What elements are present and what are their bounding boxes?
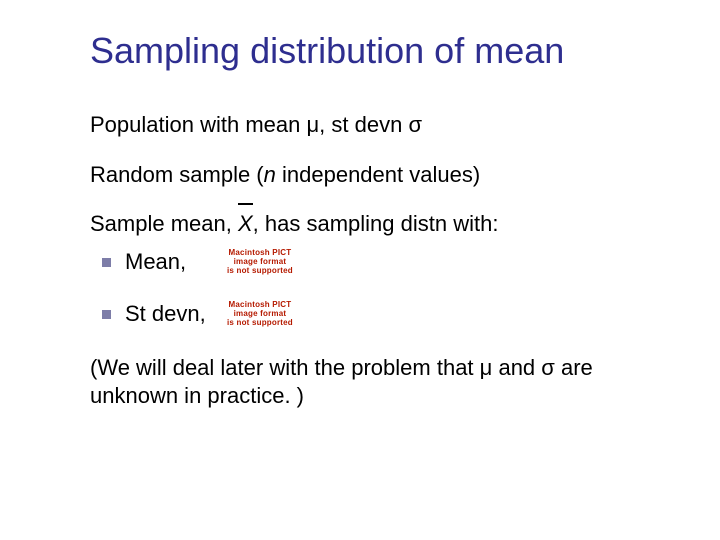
text-fragment: Sample mean,: [90, 211, 238, 236]
placeholder-line: image format: [234, 309, 287, 318]
line-population: Population with mean μ, st devn σ: [90, 110, 680, 140]
symbol-x: X: [238, 211, 253, 236]
pict-placeholder: Macintosh PICT image format is not suppo…: [227, 301, 293, 327]
slide: Sampling distribution of mean Population…: [0, 0, 720, 540]
square-bullet-icon: [102, 310, 111, 319]
pict-placeholder: Macintosh PICT image format is not suppo…: [227, 249, 293, 275]
text-fragment: (We will deal later with the problem tha…: [90, 355, 480, 380]
symbol-xbar: X: [238, 209, 253, 239]
placeholder-line: Macintosh PICT: [229, 248, 292, 257]
bullet-list: Mean, Macintosh PICT image format is not…: [102, 249, 680, 328]
symbol-mu: μ: [306, 112, 319, 137]
text-fragment: independent values): [276, 162, 480, 187]
bullet-label: St devn,: [125, 301, 207, 327]
symbol-sigma: σ: [408, 112, 422, 137]
footer-note: (We will deal later with the problem tha…: [90, 354, 680, 411]
placeholder-line: Macintosh PICT: [229, 300, 292, 309]
overbar: [238, 203, 253, 205]
text-fragment: Population with mean: [90, 112, 306, 137]
placeholder-line: is not supported: [227, 266, 293, 275]
text-fragment: and: [492, 355, 541, 380]
text-fragment: , has sampling distn with:: [253, 211, 499, 236]
bullet-item-stdevn: St devn, Macintosh PICT image format is …: [102, 301, 680, 327]
symbol-n: n: [264, 162, 276, 187]
line-sample-mean: Sample mean, X, has sampling distn with:: [90, 209, 680, 239]
slide-title: Sampling distribution of mean: [90, 30, 680, 72]
placeholder-line: image format: [234, 257, 287, 266]
text-fragment: Random sample (: [90, 162, 264, 187]
symbol-sigma: σ: [541, 355, 555, 380]
square-bullet-icon: [102, 258, 111, 267]
symbol-mu: μ: [480, 355, 493, 380]
bullet-item-mean: Mean, Macintosh PICT image format is not…: [102, 249, 680, 275]
line-random-sample: Random sample (n independent values): [90, 160, 680, 190]
bullet-label: Mean,: [125, 249, 207, 275]
text-fragment: , st devn: [319, 112, 408, 137]
placeholder-line: is not supported: [227, 318, 293, 327]
